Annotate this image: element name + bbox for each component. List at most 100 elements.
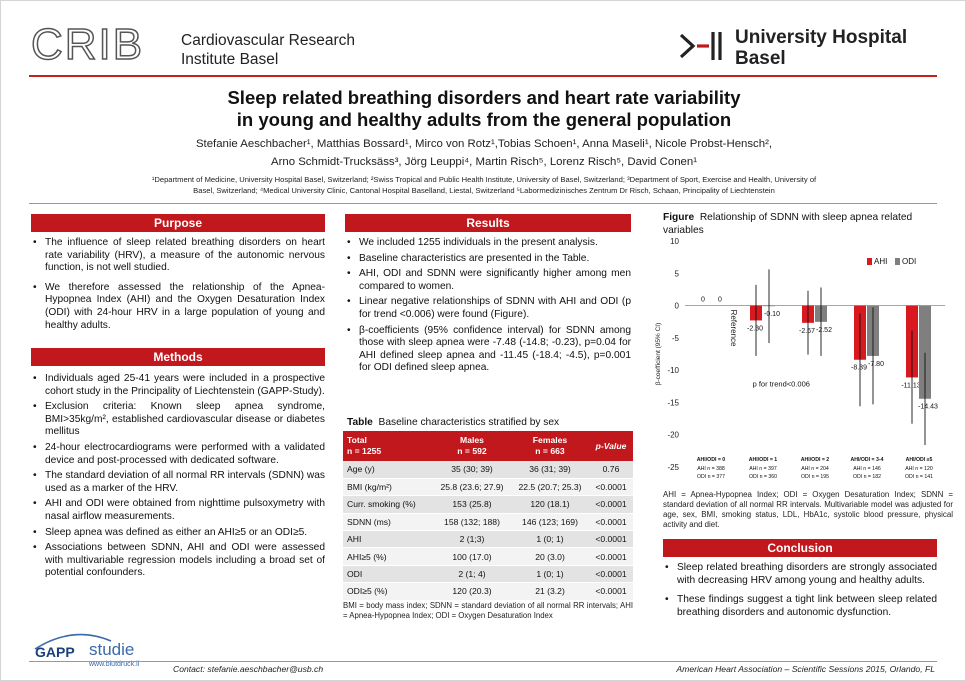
contact-email: Contact: stefanie.aeschbacher@usb.ch bbox=[173, 664, 324, 674]
table-cell-label: Age (y) bbox=[343, 461, 433, 479]
data-label: 0 bbox=[718, 297, 722, 304]
usb-name-line2: Basel bbox=[735, 48, 786, 69]
table-cell-label: ODI bbox=[343, 565, 433, 584]
column-header-males: Males n = 592 bbox=[433, 431, 511, 461]
meeting-name: American Heart Association – Scientific … bbox=[676, 664, 935, 674]
results-list: We included 1255 individuals in the pres… bbox=[345, 237, 631, 378]
figure-caption-label: Figure bbox=[663, 212, 695, 223]
table-cell-females: 21 (3.2) bbox=[511, 582, 589, 601]
table-row: BMI (kg/m²) 25.8 (23.6; 27.9) 22.5 (20.7; … bbox=[343, 478, 633, 497]
list-item: Associations between SDNN, AHI and ODI w… bbox=[31, 542, 325, 580]
table-cell-p: <0.0001 bbox=[589, 547, 633, 566]
poster-title: Sleep related breathing disorders and he… bbox=[1, 87, 966, 131]
table-row: SDNN (ms) 158 (132; 188) 146 (123; 169) <0.… bbox=[343, 513, 633, 532]
list-item: We therefore assessed the relationship o… bbox=[31, 282, 325, 332]
affiliations-line2: Basel, Switzerland; ⁴Medical University … bbox=[193, 186, 775, 195]
category-n-odi: ODI n = 195 bbox=[801, 474, 829, 480]
legend-label-odi: ODI bbox=[902, 257, 916, 266]
category-n-ahi: AHI n = 146 bbox=[853, 466, 881, 472]
list-item: β-coefficients (95% confidence interval)… bbox=[345, 325, 631, 375]
crib-name-line2: Institute Basel bbox=[181, 51, 279, 68]
category-label: AHI/ODI = 1 bbox=[749, 457, 778, 463]
y-tick-label: 10 bbox=[670, 237, 679, 246]
y-tick-label: -10 bbox=[667, 366, 679, 375]
usb-name: University Hospital Basel bbox=[735, 27, 907, 69]
list-item: Individuals aged 25-41 years were includ… bbox=[31, 373, 325, 398]
category-n-odi: ODI n = 360 bbox=[749, 474, 777, 480]
gapp-url-text: www.blutdruck.li bbox=[88, 661, 140, 668]
list-item: 24-hour electrocardiograms were performe… bbox=[31, 442, 325, 467]
title-line2: in young and healthy adults from the gen… bbox=[236, 109, 732, 130]
category-n-ahi: AHI n = 204 bbox=[801, 466, 829, 472]
table-cell-label: SDNN (ms) bbox=[343, 513, 433, 532]
table-cell-males: 100 (17.0) bbox=[433, 547, 511, 566]
methods-list: Individuals aged 25-41 years were includ… bbox=[31, 373, 325, 583]
table-cell-females: 1 (0; 1) bbox=[511, 530, 589, 549]
conclusion-list: Sleep related breathing disorders are st… bbox=[663, 562, 937, 626]
list-item: AHI and ODI were obtained from nighttime… bbox=[31, 498, 325, 523]
table-cell-females: 36 (31; 39) bbox=[511, 461, 589, 479]
table-row: AHI≥5 (%) 100 (17.0) 20 (3.0) <0.0001 bbox=[343, 547, 633, 566]
table-cell-p: <0.0001 bbox=[589, 478, 633, 497]
bar-odi bbox=[919, 305, 931, 399]
table-header-row: Total n = 1255 Males n = 592 Females n = 66… bbox=[343, 431, 633, 461]
table-cell-label: ODI≥5 (%) bbox=[343, 582, 433, 601]
column-header-total: Total n = 1255 bbox=[343, 431, 433, 461]
category-n-odi: ODI n = 141 bbox=[905, 474, 933, 480]
table-cell-males: 25.8 (23.6; 27.9) bbox=[433, 478, 511, 497]
category-label: AHI/ODI = 3-4 bbox=[850, 457, 883, 463]
table-cell-p: <0.0001 bbox=[589, 513, 633, 532]
header-rule bbox=[29, 75, 937, 77]
y-tick-label: 5 bbox=[675, 269, 680, 278]
y-axis-label: β-coefficient (95% CI) bbox=[655, 323, 662, 386]
list-item: The standard deviation of all normal RR … bbox=[31, 470, 325, 495]
data-label: -0.10 bbox=[764, 311, 780, 318]
gapp-logo: GAPP studie www.blutdruck.li bbox=[34, 633, 140, 668]
list-item: Linear negative relationships of SDNN wi… bbox=[345, 296, 631, 321]
list-item: Baseline characteristics are presented i… bbox=[345, 253, 631, 266]
category-n-odi: ODI n = 377 bbox=[697, 474, 725, 480]
table-cell-females: 146 (123; 169) bbox=[511, 513, 589, 532]
table-cell-label: BMI (kg/m²) bbox=[343, 478, 433, 497]
figure-caption-text: Relationship of SDNN with sleep apnea re… bbox=[663, 212, 913, 236]
purpose-list: The influence of sleep related breathing… bbox=[31, 237, 325, 339]
list-item: These findings suggest a tight link betw… bbox=[663, 594, 937, 619]
table-cell-p: 0.76 bbox=[589, 461, 633, 479]
table-cell-males: 158 (132; 188) bbox=[433, 513, 511, 532]
table-row: ODI≥5 (%) 120 (20.3) 21 (3.2) <0.0001 bbox=[343, 582, 633, 601]
table-body: Age (y) 35 (30; 39) 36 (31; 39) 0.76 BMI (kg… bbox=[343, 461, 633, 601]
list-item: AHI, ODI and SDNN were significantly hig… bbox=[345, 268, 631, 293]
table-cell-males: 153 (25.8) bbox=[433, 495, 511, 514]
table-row: Age (y) 35 (30; 39) 36 (31; 39) 0.76 bbox=[343, 461, 633, 479]
y-tick-label: -20 bbox=[667, 431, 679, 440]
footer-rule bbox=[29, 661, 937, 662]
table-cell-label: Curr. smoking (%) bbox=[343, 495, 433, 514]
y-tick-label: -25 bbox=[667, 463, 679, 472]
table-row: ODI 2 (1; 4) 1 (0; 1) <0.0001 bbox=[343, 565, 633, 584]
table-row: Curr. smoking (%) 153 (25.8) 120 (18.1) <0.… bbox=[343, 495, 633, 514]
table-caption-label: Table bbox=[347, 417, 373, 428]
column-header-females: Females n = 663 bbox=[511, 431, 589, 461]
list-item: Sleep apnea was defined as either an AHI… bbox=[31, 527, 325, 540]
list-item: The influence of sleep related breathing… bbox=[31, 237, 325, 275]
data-label: 0 bbox=[701, 297, 705, 304]
crib-name-line1: Cardiovascular Research bbox=[181, 32, 356, 49]
table-cell-females: 1 (0; 1) bbox=[511, 565, 589, 584]
column-header-p: p-Value bbox=[589, 431, 633, 461]
legend-swatch-ahi bbox=[867, 258, 872, 265]
conclusion-heading: Conclusion bbox=[663, 539, 937, 557]
category-label: AHI/ODI ≥5 bbox=[906, 457, 933, 463]
table-cell-males: 2 (1;3) bbox=[433, 530, 511, 549]
methods-heading: Methods bbox=[31, 348, 325, 366]
data-label: -2.52 bbox=[816, 327, 832, 334]
category-n-ahi: AHI n = 397 bbox=[749, 466, 777, 472]
table-cell-label: AHI≥5 (%) bbox=[343, 547, 433, 566]
gapp-studie-text: studie bbox=[89, 640, 134, 659]
data-label: -14.43 bbox=[918, 404, 938, 411]
results-heading: Results bbox=[345, 214, 631, 232]
usb-logo-icon bbox=[679, 32, 722, 60]
sdnn-bar-chart: 10 5 0 -5 -10 -15 -20 -25 β-coefficient (95% CI)… bbox=[655, 237, 945, 480]
reference-label: Reference bbox=[729, 310, 738, 347]
authors-line2: Arno Schmidt-Trucksäss³, Jörg Leuppi⁴, M… bbox=[270, 156, 698, 168]
